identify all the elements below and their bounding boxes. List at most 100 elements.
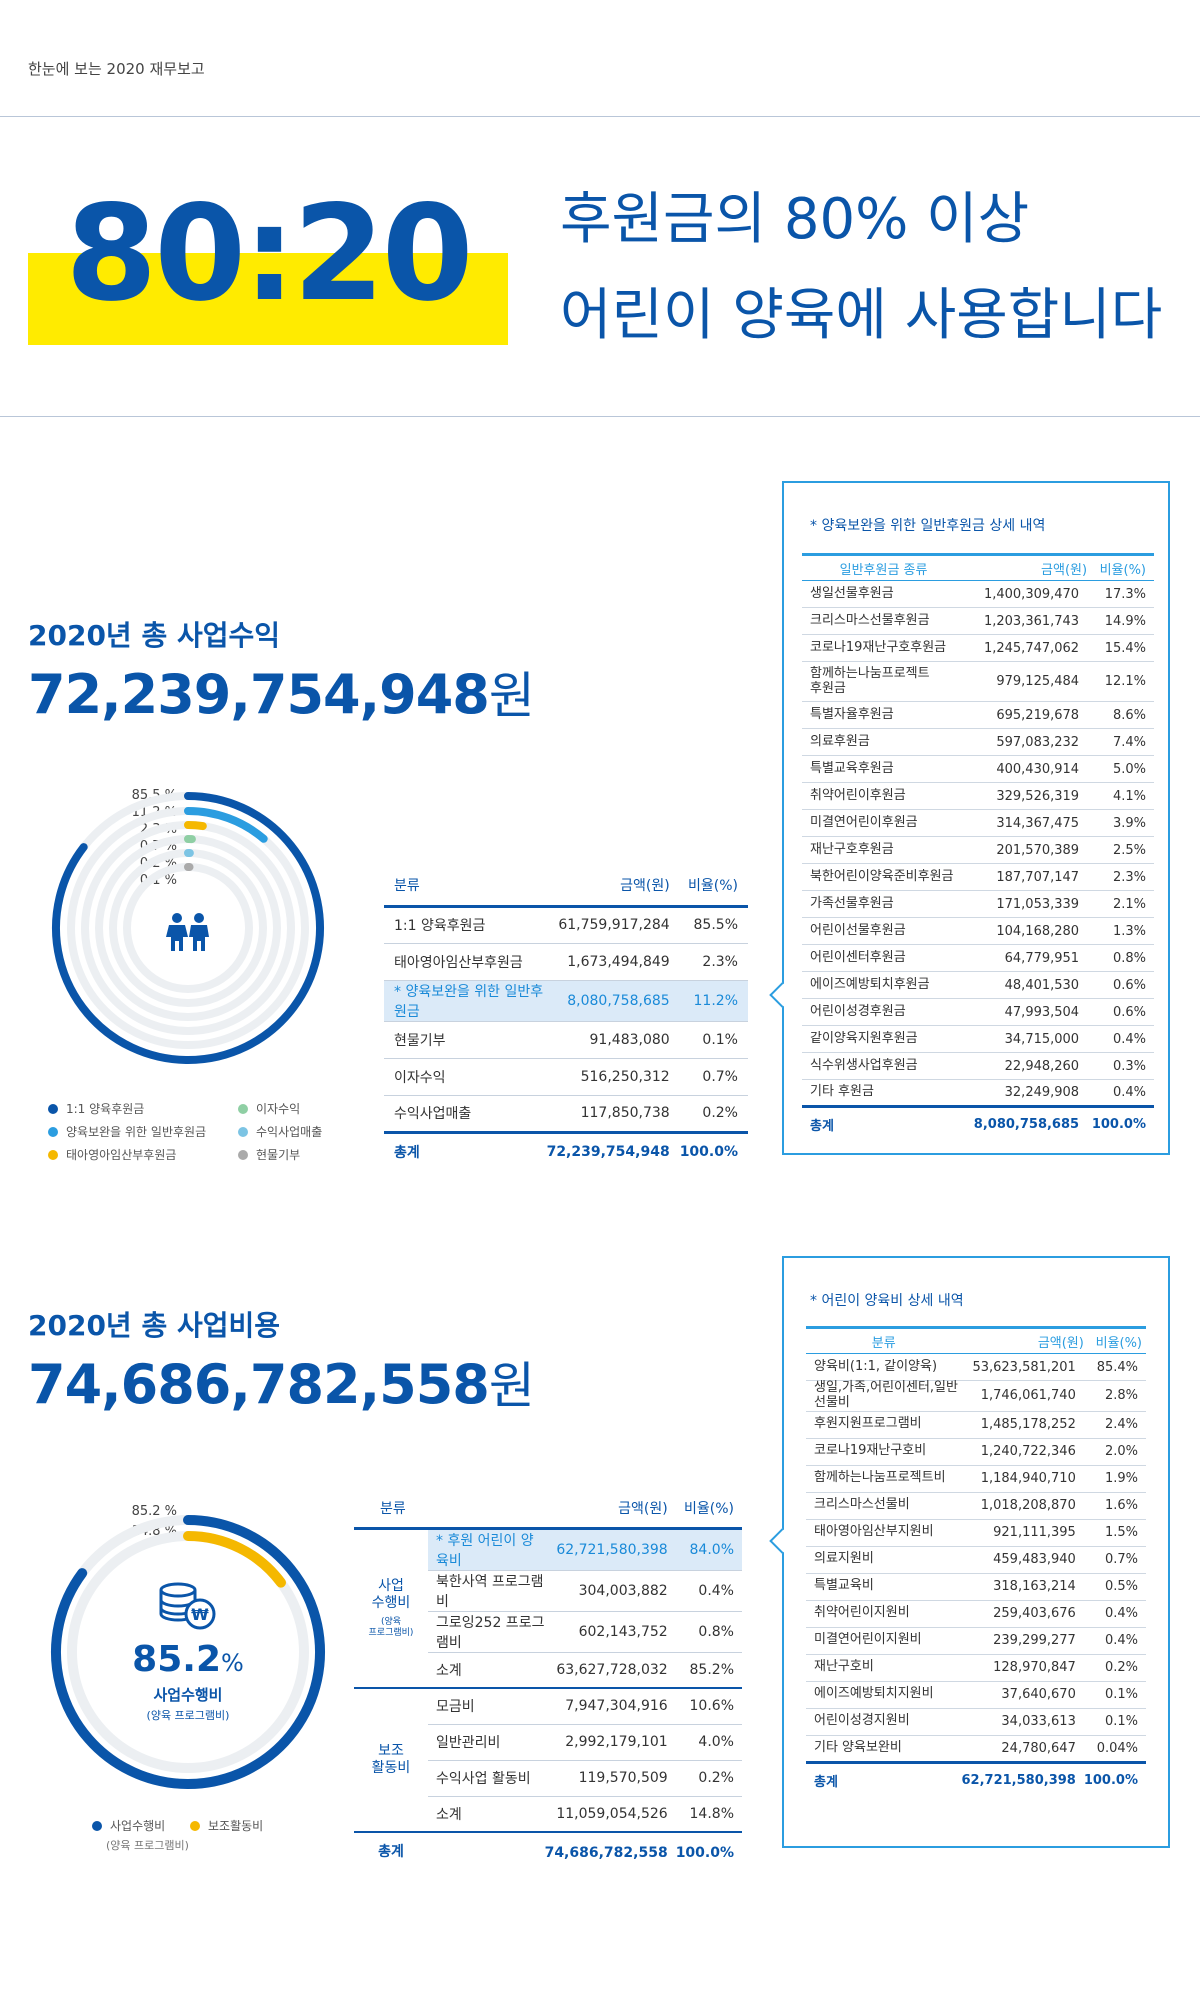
svg-text:₩: ₩ [191, 1605, 209, 1624]
cost-amount: 74,686,782,558원 [28, 1346, 535, 1418]
table-row: 크리스마스선물후원금 1,203,361,743 14.9% [802, 607, 1154, 635]
row-pct: 0.2% [679, 1095, 748, 1133]
row-pct: 2.4% [1083, 1411, 1146, 1439]
row-amount: 187,707,147 [965, 863, 1088, 891]
row-label: 어린이선물후원금 [802, 917, 966, 945]
row-amount: 104,168,280 [965, 917, 1088, 945]
legend-label: 보조활동비 [208, 1819, 264, 1833]
legend-item: 태아영아임산부후원금 [48, 1146, 176, 1163]
row-amount: 11,059,054,526 [544, 1796, 676, 1833]
row-amount: 597,083,232 [965, 728, 1088, 756]
legend-swatch [238, 1103, 248, 1114]
table-row: * 양육보완을 위한 일반후원금 8,080,758,685 11.2% [384, 980, 748, 1022]
table-row: 북한어린이양육준비후원금 187,707,147 2.3% [802, 863, 1154, 891]
row-pct: 3.9% [1087, 809, 1154, 837]
legend-swatch [48, 1103, 58, 1114]
table-row: 식수위생사업후원금 22,948,260 0.3% [802, 1052, 1154, 1080]
revenue-amount: 72,239,754,948원 [28, 656, 535, 728]
cost-center-pct-value: 85.2 [132, 1639, 221, 1680]
ring-track [109, 849, 267, 1007]
total-spacer [428, 1832, 545, 1872]
table-row: 크리스마스선물비 1,018,208,870 1.6% [806, 1492, 1146, 1520]
table-row: 특별자율후원금 695,219,678 8.6% [802, 701, 1154, 729]
total-label: 총계 [802, 1105, 966, 1141]
table-row: 일반관리비 2,992,179,101 4.0% [354, 1724, 742, 1761]
table-row: 생일,가족,어린이센터,일반선물비 1,746,061,740 2.8% [806, 1380, 1146, 1412]
revenue-amount-value: 72,239,754,948 [28, 663, 490, 726]
legend-label: 수익사업매출 [256, 1125, 323, 1139]
row-pct: 0.4% [675, 1570, 742, 1612]
row-amount: 34,715,000 [965, 1025, 1088, 1053]
row-amount: 8,080,758,685 [546, 980, 680, 1022]
col-header: 비율(%) [675, 1490, 742, 1530]
total-amount: 62,721,580,398 [961, 1760, 1084, 1797]
row-pct: 0.6% [1087, 971, 1154, 999]
row-label: 수익사업매출 [384, 1095, 547, 1133]
legend-item: 이자수익 [238, 1100, 300, 1117]
legend-label: 현물기부 [256, 1148, 301, 1162]
row-label: 수익사업 활동비 [428, 1760, 545, 1797]
col-header: 금액(원) [544, 1490, 676, 1530]
row-label: 재난구호비 [806, 1654, 962, 1682]
row-pct: 0.04% [1083, 1735, 1146, 1763]
row-label: 북한사역 프로그램비 [428, 1570, 545, 1612]
table-row: 재난구호비 128,970,847 0.2% [806, 1654, 1146, 1682]
row-label: 일반관리비 [428, 1724, 545, 1761]
row-amount: 63,627,728,032 [544, 1652, 676, 1689]
table-row: 태아영아임산부지원비 921,111,395 1.5% [806, 1519, 1146, 1547]
row-amount: 1,673,494,849 [546, 943, 680, 981]
table-row: 양육비(1:1, 같이양육) 53,623,581,201 85.4% [806, 1353, 1146, 1381]
table-total-row: 총계 8,080,758,685 100.0% [802, 1105, 1154, 1141]
hero-line-1: 후원금의 80% 이상 [560, 187, 1030, 252]
row-amount: 119,570,509 [544, 1760, 676, 1797]
row-label: 양육비(1:1, 같이양육) [806, 1353, 962, 1381]
revenue-amount-unit: 원 [488, 667, 535, 725]
table-header-row: 분류 금액(원) 비율(%) [806, 1326, 1146, 1354]
row-label: 모금비 [428, 1688, 545, 1725]
row-amount: 695,219,678 [965, 701, 1088, 729]
row-pct: 0.1% [1083, 1708, 1146, 1736]
row-pct: 85.5% [679, 906, 748, 944]
row-label: 북한어린이양육준비후원금 [802, 863, 966, 891]
row-pct: 5.0% [1087, 755, 1154, 783]
row-label: 같이양육지원후원금 [802, 1025, 966, 1053]
legend-item: 수익사업매출 [238, 1123, 322, 1140]
total-pct: 100.0% [1087, 1105, 1154, 1141]
total-label: 총계 [384, 1130, 547, 1170]
row-pct: 85.2% [675, 1652, 742, 1689]
cost-detail-box: * 어린이 양육비 상세 내역 분류 금액(원) 비율(%) 양육비(1:1, … [782, 1256, 1170, 1848]
row-amount: 1,245,747,062 [965, 634, 1088, 662]
row-label: 함께하는나눔프로젝트비 [806, 1465, 962, 1493]
total-pct: 100.0% [679, 1130, 748, 1170]
row-label: 에이즈예방퇴치후원금 [802, 971, 966, 999]
legend-label: 이자수익 [256, 1102, 301, 1116]
cost-center-sub: (양육 프로그램비) [146, 1708, 230, 1722]
legend-label: 태아영아임산부후원금 [66, 1148, 177, 1162]
ring-arc [51, 1515, 325, 1789]
children-icon [166, 913, 209, 951]
total-label: 총계 [806, 1760, 962, 1797]
row-amount: 48,401,530 [965, 971, 1088, 999]
table-row: 사업 수행비 (양육 프로그램비) * 후원 어린이 양육비 62,721,580,3… [354, 1528, 742, 1689]
group-label: 보조 활동비 [354, 1688, 428, 1833]
row-label: 크리스마스선물후원금 [802, 607, 966, 635]
ring-label: 85.2 % [131, 1504, 177, 1519]
row-pct: 0.2% [675, 1760, 742, 1797]
group-name: 사업 수행비 [371, 1577, 411, 1612]
row-label: 어린이성경후원금 [802, 998, 966, 1026]
row-amount: 1,400,309,470 [965, 580, 1088, 608]
row-label: * 후원 어린이 양육비 [428, 1528, 545, 1571]
total-amount: 8,080,758,685 [965, 1105, 1088, 1141]
total-label: 총계 [378, 1843, 404, 1860]
ring-arc [184, 821, 207, 831]
row-amount: 459,483,940 [961, 1546, 1084, 1574]
table-header-row: 분류 금액(원) 비율(%) [384, 866, 748, 908]
row-label: 취약어린이후원금 [802, 782, 966, 810]
cost-detail-table: 분류 금액(원) 비율(%) 양육비(1:1, 같이양육) 53,623,581,… [806, 1326, 1146, 1797]
table-row: 에이즈예방퇴치지원비 37,640,670 0.1% [806, 1681, 1146, 1709]
row-label: 태아영아임산부후원금 [384, 943, 547, 981]
row-pct: 0.5% [1083, 1573, 1146, 1601]
row-label: 그로잉252 프로그램비 [428, 1611, 545, 1653]
table-row: 현물기부 91,483,080 0.1% [384, 1021, 748, 1059]
row-amount: 37,640,670 [961, 1681, 1084, 1709]
